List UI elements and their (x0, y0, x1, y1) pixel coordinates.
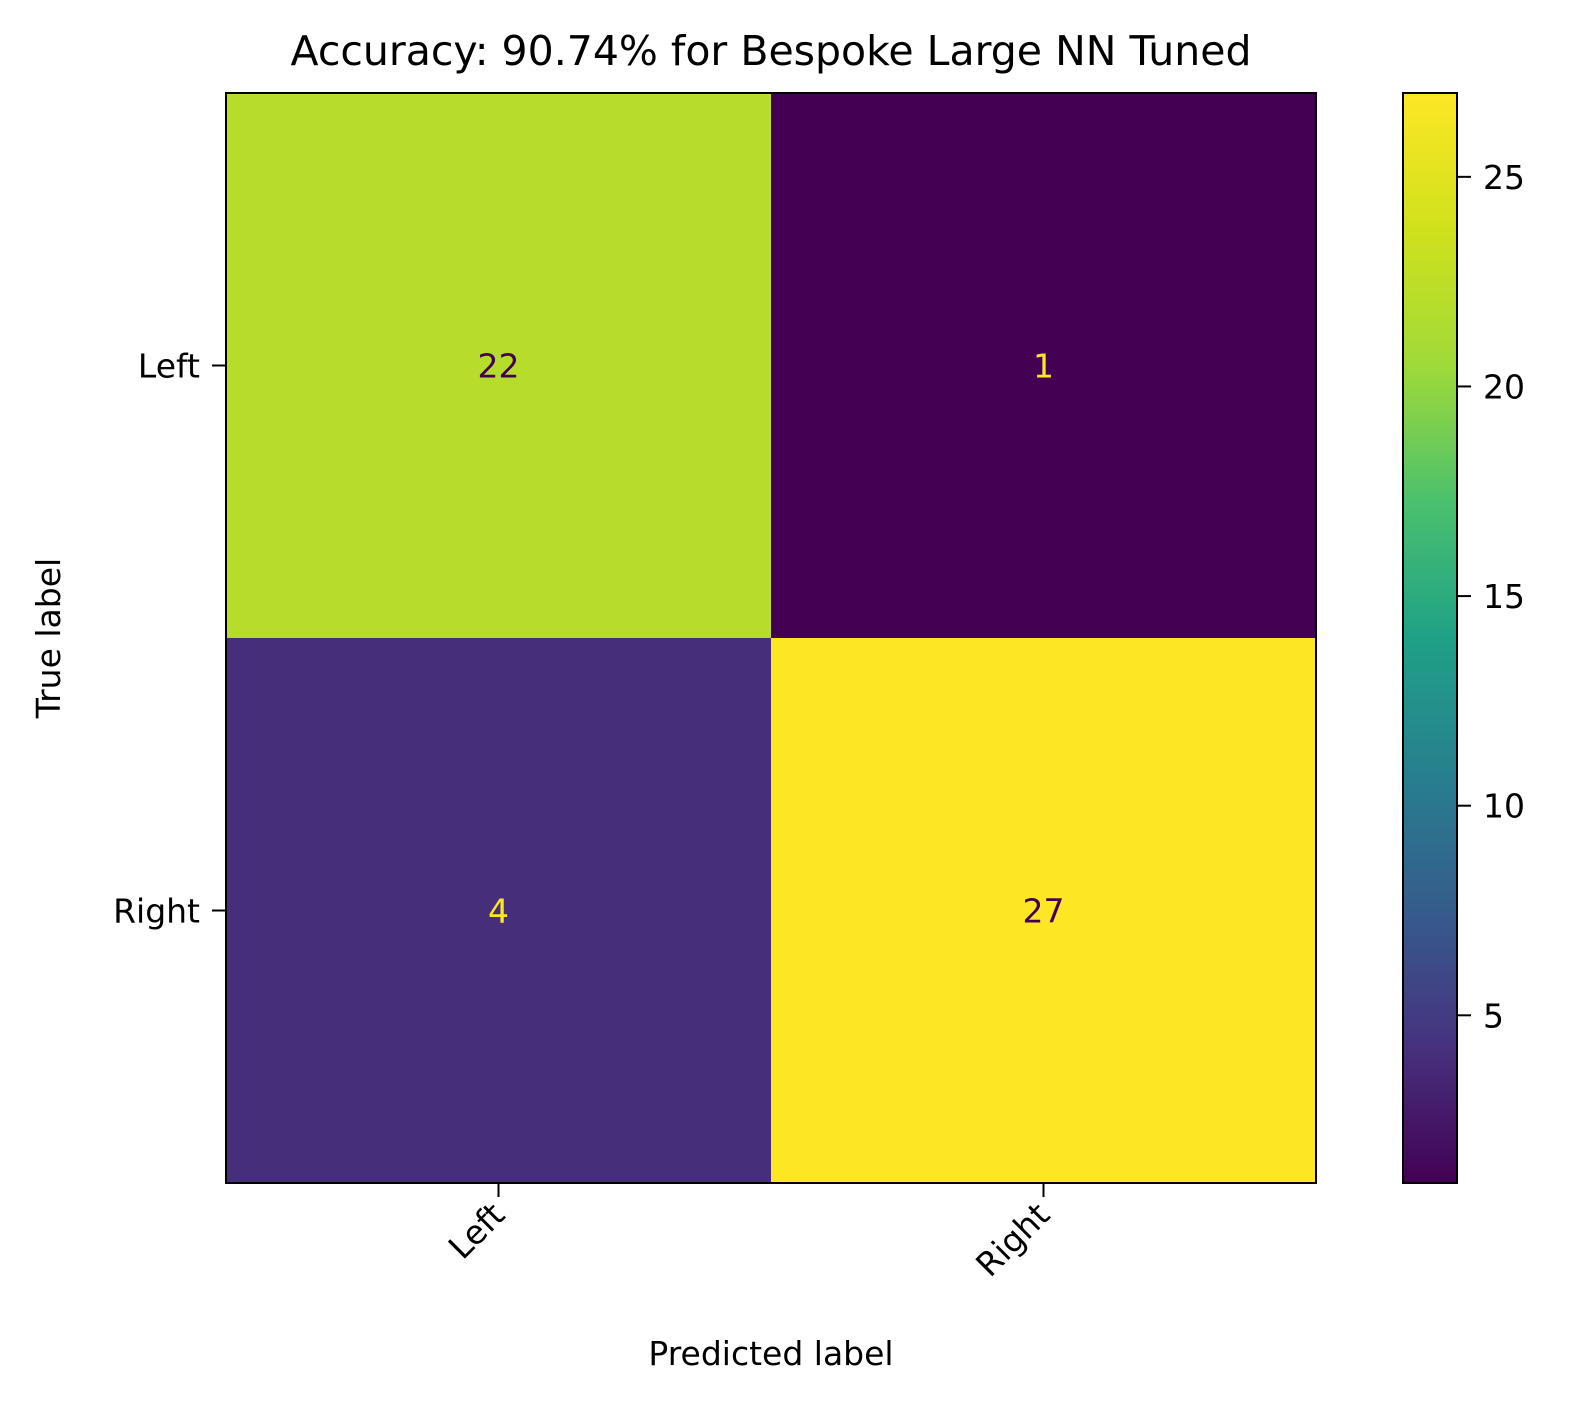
colorbar-tick-label: 15 (1483, 577, 1525, 616)
colorbar-tick-label: 5 (1483, 996, 1504, 1035)
colorbar-tick-label: 25 (1483, 158, 1525, 197)
colorbar-tick-label: 20 (1483, 367, 1525, 406)
y-axis-label: True label (29, 558, 68, 719)
x-tick-label: Left (441, 1195, 513, 1267)
y-tick-label: Left (138, 347, 200, 386)
cell-value-label: 22 (478, 347, 520, 386)
colorbar-ticks: 5 10 15 20 25 (1457, 158, 1525, 1035)
x-tick-label: Right (968, 1195, 1057, 1284)
colorbar (1402, 92, 1458, 1184)
heatmap-cells (226, 93, 1316, 1183)
x-axis-label: Predicted label (648, 1334, 893, 1373)
cell-value-labels: 22 1 4 27 (478, 347, 1065, 931)
cell-value-label: 1 (1033, 347, 1054, 386)
cell-value-label: 4 (488, 892, 509, 931)
heatmap-cell (226, 638, 771, 1183)
x-axis-ticks: Left Right (441, 1183, 1057, 1284)
chart-title: Accuracy: 90.74% for Bespoke Large NN Tu… (291, 27, 1252, 75)
colorbar-tick-label: 10 (1483, 787, 1525, 826)
y-axis-ticks: Left Right (113, 347, 226, 931)
heatmap-cell (226, 93, 771, 638)
plot-frame (225, 92, 1317, 1184)
y-tick-label: Right (113, 892, 200, 931)
heatmap-cell (771, 638, 1316, 1183)
heatmap-cell (771, 93, 1316, 638)
cell-value-label: 27 (1023, 892, 1065, 931)
